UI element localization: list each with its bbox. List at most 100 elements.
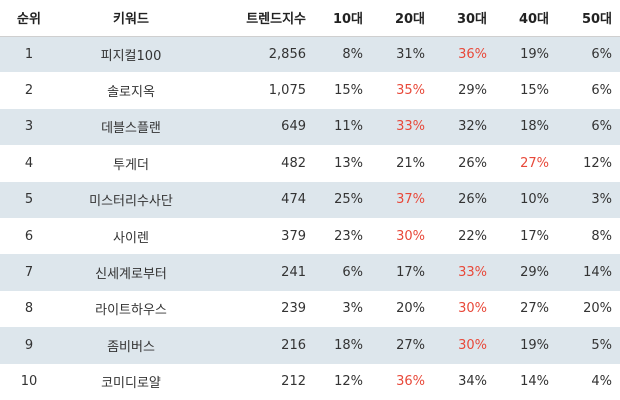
header-rank: 순위 [0,0,58,37]
table-row: 5 미스터리수사단 474 25% 37% 26% 10% 3% [0,181,620,218]
keyword-cell: 사이렌 [113,230,149,246]
keyword-cell: 라이트하우스 [95,303,167,319]
age-10s-cell: 25% [334,192,363,208]
age-40s-cell: 27% [520,155,549,171]
trend-cell: 212 [281,374,306,390]
rank-cell: 2 [24,83,34,99]
trend-cell: 239 [281,301,306,317]
age-20s-cell: 20% [396,301,425,317]
age-20s-cell: 33% [396,119,425,135]
keyword-cell: 코미디로얄 [101,376,161,392]
age-20s-cell: 36% [396,374,425,390]
age-20s-cell: 31% [396,46,425,62]
rank-cell: 1 [24,46,34,62]
age-30s-cell: 30% [458,301,487,317]
keyword-cell: 데블스플랜 [101,121,161,137]
table-row: 6 사이렌 379 23% 30% 22% 17% 8% [0,218,620,254]
trend-cell: 2,856 [268,46,306,62]
trend-cell: 649 [281,119,306,135]
header-age-30s: 30대 [433,0,495,37]
header-age-10s: 10대 [314,0,371,37]
table-body: 1 피지컬100 2,856 8% 31% 36% 19% 6% 2 솔로지옥 … [0,36,620,400]
age-30s-cell: 26% [458,155,487,171]
age-20s-cell: 21% [396,155,425,171]
age-50s-cell: 6% [591,119,612,135]
table-header-row: 순위 키워드 트렌드지수 10대 20대 30대 40대 50대 [0,0,620,37]
table-row: 4 투게더 482 13% 21% 26% 27% 12% [0,145,620,181]
table-row: 9 좀비버스 216 18% 27% 30% 19% 5% [0,327,620,364]
trend-cell: 379 [281,228,306,244]
age-20s-cell: 30% [396,228,425,244]
trend-cell: 1,075 [268,83,306,99]
rank-cell: 5 [24,192,34,208]
table-row: 7 신세계로부터 241 6% 17% 33% 29% 14% [0,254,620,291]
age-50s-cell: 20% [583,301,612,317]
keyword-cell: 투게더 [113,157,149,173]
age-40s-cell: 17% [520,228,549,244]
age-30s-cell: 33% [458,265,487,281]
age-40s-cell: 18% [520,119,549,135]
age-10s-cell: 6% [342,265,363,281]
header-age-20s: 20대 [371,0,433,37]
age-50s-cell: 8% [591,228,612,244]
table-row: 1 피지컬100 2,856 8% 31% 36% 19% 6% [0,36,620,73]
rank-cell: 3 [24,119,34,135]
table-row: 2 솔로지옥 1,075 15% 35% 29% 15% 6% [0,72,620,108]
age-20s-cell: 37% [396,192,425,208]
age-40s-cell: 29% [520,265,549,281]
age-40s-cell: 10% [520,192,549,208]
age-40s-cell: 27% [520,301,549,317]
age-50s-cell: 12% [583,155,612,171]
trend-cell: 216 [281,337,306,353]
age-20s-cell: 35% [396,83,425,99]
age-30s-cell: 29% [458,83,487,99]
age-50s-cell: 6% [591,83,612,99]
age-30s-cell: 30% [458,337,487,353]
age-30s-cell: 32% [458,119,487,135]
trend-cell: 474 [281,192,306,208]
age-50s-cell: 3% [591,192,612,208]
trend-cell: 482 [281,155,306,171]
age-50s-cell: 14% [583,265,612,281]
age-20s-cell: 27% [396,337,425,353]
age-10s-cell: 12% [334,374,363,390]
age-50s-cell: 5% [591,337,612,353]
table-row: 8 라이트하우스 239 3% 20% 30% 27% 20% [0,291,620,327]
keyword-cell: 피지컬100 [100,48,162,64]
age-10s-cell: 11% [334,119,363,135]
age-10s-cell: 23% [334,228,363,244]
age-30s-cell: 36% [458,46,487,62]
header-trend-index: 트렌드지수 [204,0,314,37]
age-30s-cell: 22% [458,228,487,244]
keyword-cell: 미스터리수사단 [89,194,173,210]
age-50s-cell: 6% [591,46,612,62]
age-30s-cell: 26% [458,192,487,208]
age-40s-cell: 19% [520,46,549,62]
keyword-cell: 좀비버스 [107,339,155,355]
table-row: 3 데블스플랜 649 11% 33% 32% 18% 6% [0,108,620,146]
rank-cell: 7 [24,265,34,281]
keyword-cell: 신세계로부터 [95,267,167,283]
header-keyword: 키워드 [58,0,204,37]
age-40s-cell: 15% [520,83,549,99]
rank-cell: 6 [24,228,34,244]
age-40s-cell: 14% [520,374,549,390]
rank-cell: 8 [24,301,34,317]
trend-cell: 241 [281,265,306,281]
age-20s-cell: 17% [396,265,425,281]
header-age-50s: 50대 [557,0,620,37]
rank-cell: 10 [20,374,38,390]
age-10s-cell: 15% [334,83,363,99]
age-10s-cell: 8% [342,46,363,62]
header-age-40s: 40대 [495,0,557,37]
keyword-cell: 솔로지옥 [107,85,155,101]
table-row: 10 코미디로얄 212 12% 36% 34% 14% 4% [0,364,620,400]
age-10s-cell: 13% [334,155,363,171]
rank-cell: 9 [24,337,34,353]
age-30s-cell: 34% [458,374,487,390]
age-10s-cell: 3% [342,301,363,317]
age-10s-cell: 18% [334,337,363,353]
age-50s-cell: 4% [591,374,612,390]
age-40s-cell: 19% [520,337,549,353]
